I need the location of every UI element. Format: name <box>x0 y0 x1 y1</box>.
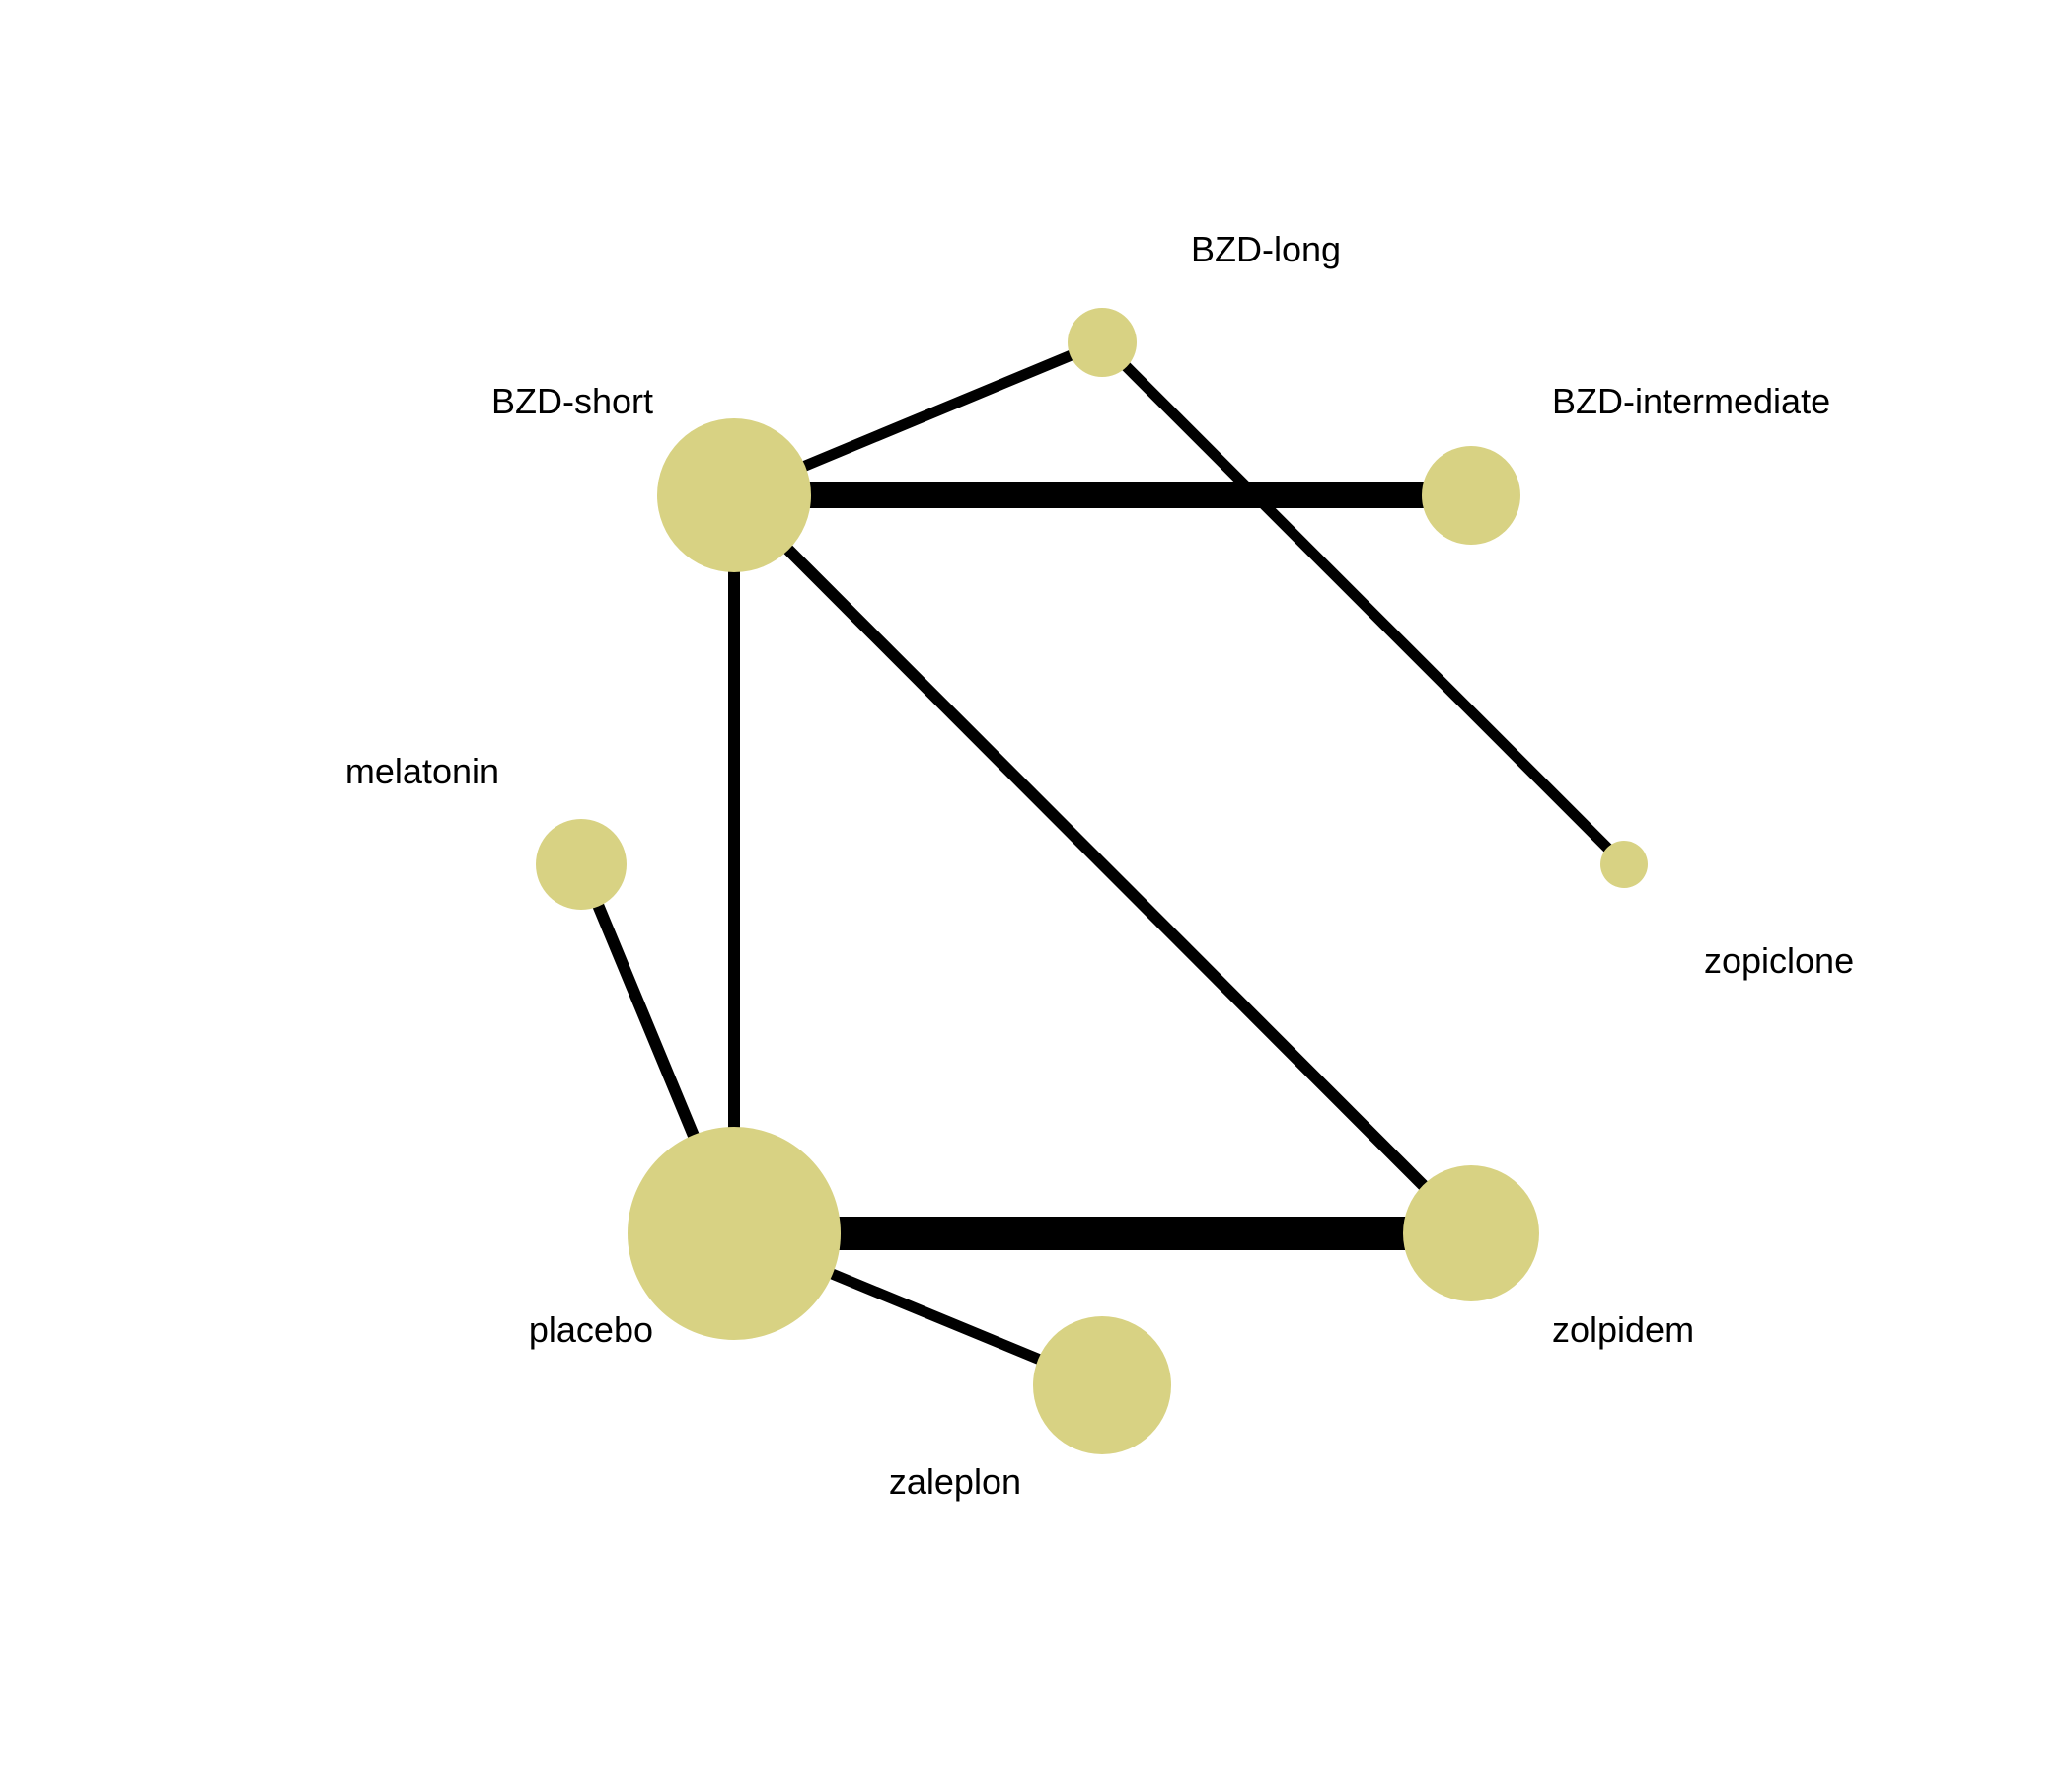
node-zolpidem <box>1403 1165 1539 1301</box>
nodes-layer <box>536 308 1648 1454</box>
node-melatonin <box>536 819 627 910</box>
edges-layer <box>575 336 1628 1391</box>
node-zopiclone <box>1600 841 1648 888</box>
node-bzd-intermediate <box>1422 446 1520 545</box>
node-label-placebo: placebo <box>529 1309 653 1350</box>
node-zaleplon <box>1033 1316 1171 1454</box>
node-label-zaleplon: zaleplon <box>889 1461 1021 1502</box>
edge-bzd-long-zopiclone <box>1098 338 1628 868</box>
node-label-bzd-intermediate: BZD-intermediate <box>1552 381 1830 421</box>
node-label-bzd-short: BZD-short <box>491 381 653 421</box>
node-placebo <box>628 1127 841 1340</box>
labels-layer: BZD-long BZD-short BZD-intermediate melaton… <box>345 229 1854 1502</box>
node-bzd-short <box>657 418 811 572</box>
node-label-melatonin: melatonin <box>345 751 499 791</box>
node-label-bzd-long: BZD-long <box>1191 229 1341 269</box>
node-bzd-long <box>1068 308 1137 377</box>
node-label-zopiclone: zopiclone <box>1704 940 1854 981</box>
edge-bzd-short-zolpidem <box>729 490 1476 1238</box>
node-label-zolpidem: zolpidem <box>1552 1309 1694 1350</box>
